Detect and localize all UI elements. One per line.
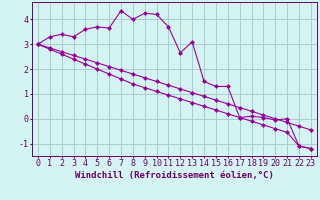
X-axis label: Windchill (Refroidissement éolien,°C): Windchill (Refroidissement éolien,°C): [75, 171, 274, 180]
